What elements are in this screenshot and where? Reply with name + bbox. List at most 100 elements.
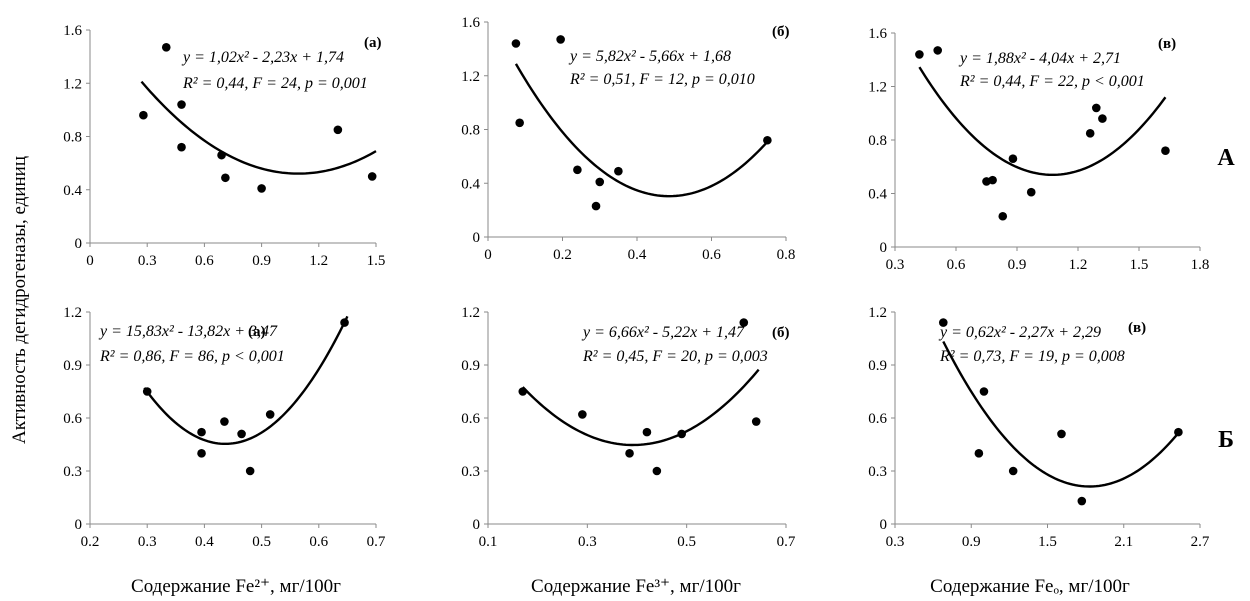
x-tick-label: 0.3	[138, 253, 157, 269]
panel-5: 00.30.60.91.20.3 0.9 1.5 2.1 2.7y = 0,62x² -…	[868, 305, 1210, 550]
y-tick-label: 1.6	[63, 23, 82, 39]
data-point	[1026, 187, 1036, 197]
y-tick-label: 0.6	[868, 411, 887, 427]
x-tick-label: 0.9	[252, 253, 271, 269]
data-point	[340, 318, 349, 327]
regression-stats: R² = 0,51, F = 12, p = 0,010	[569, 71, 755, 88]
x-tick-label: 0.7	[777, 534, 796, 550]
panel-0: 0 0.4 0.8 1.2 1.6 0 0.3 0.6 0.9 1.2 1.5 y = 1,02x² …	[63, 23, 385, 269]
x-tick-label: 0.3	[886, 257, 905, 273]
x-tick-label: 1.2	[309, 253, 328, 269]
panel-tag: (в)	[1128, 320, 1146, 336]
x-tick-label: 0.6	[195, 253, 214, 269]
x-tick-label: 0.5	[677, 534, 696, 550]
trend-curve	[942, 340, 1180, 488]
y-tick-label: 0	[880, 517, 888, 533]
y-tick-label: 0.8	[868, 133, 887, 149]
data-point	[642, 427, 652, 437]
y-tick-label: 0	[75, 517, 83, 533]
regression-stats: R² = 0,45, F = 20, p = 0,003	[582, 348, 768, 365]
y-tick-label: 0	[75, 236, 83, 252]
data-point	[177, 142, 186, 152]
x-axis-title-fe2: Содержание Fe²⁺, мг/100г	[131, 576, 341, 597]
data-point	[1008, 466, 1018, 476]
regression-equation: y = 1,88x² - 4,04x + 2,71	[958, 50, 1121, 67]
panel-4: 0 0.3 0.6 0.9 1.2 0.1 0.3 0.5 0.7 y = 6,66x² - 5,…	[461, 305, 796, 550]
panel-tag: (б)	[772, 24, 790, 40]
data-point	[998, 211, 1008, 221]
y-tick-label: 1.2	[63, 305, 82, 321]
y-tick-label: 0.3	[461, 464, 480, 480]
x-tick-label: 1.8	[1191, 257, 1210, 273]
x-tick-label: 0.9	[1008, 257, 1027, 273]
panel-tag: (в)	[1158, 36, 1176, 52]
x-tick-label: 0	[86, 253, 94, 269]
data-point	[245, 466, 255, 476]
data-point	[197, 449, 206, 458]
x-tick-label: 0.3	[138, 534, 157, 550]
data-point	[1092, 103, 1101, 113]
data-point	[1174, 427, 1183, 437]
data-point	[367, 172, 377, 181]
x-tick-label: 1.2	[1069, 257, 1088, 273]
data-point	[614, 166, 623, 176]
x-tick-label: 0.2	[81, 534, 100, 550]
data-point	[142, 387, 152, 396]
x-axis-title-fetotal: Содержание Feₒ, мг/100г	[930, 576, 1130, 597]
x-tick-label: 0.9	[962, 534, 981, 550]
y-tick-label: 0	[473, 517, 481, 533]
y-tick-label: 0.9	[868, 358, 887, 374]
data-point	[515, 118, 524, 128]
data-point	[979, 387, 989, 396]
data-point	[652, 466, 662, 476]
data-point	[974, 449, 984, 458]
panel-2: 0 0.4 0.8 1.2 1.6 0.3 0.6 0.9 1.2 1.5 1.8 y = 1,88x…	[868, 26, 1209, 273]
data-point	[1098, 114, 1107, 123]
panel-tag: (а)	[364, 35, 382, 51]
x-tick-label: 0.1	[479, 534, 498, 550]
y-tick-label: 0	[473, 230, 481, 246]
data-point	[739, 318, 749, 327]
data-point	[556, 35, 565, 44]
data-point	[591, 201, 601, 211]
regression-equation: y = 1,02x² - 2,23x + 1,74	[181, 49, 344, 66]
data-point	[573, 165, 582, 175]
x-tick-label: 0.6	[702, 247, 721, 263]
regression-stats: R² = 0,44, F = 22, p < 0,001	[959, 73, 1145, 90]
y-tick-label: 1.6	[461, 15, 480, 31]
trend-curve	[514, 63, 769, 198]
x-tick-label: 1.5	[1130, 257, 1149, 273]
regression-stats: R² = 0,73, F = 19, p = 0,008	[939, 348, 1125, 365]
x-tick-label: 1.5	[367, 253, 386, 269]
x-tick-label: 0.5	[252, 534, 271, 550]
data-point	[751, 417, 761, 426]
data-point	[938, 318, 948, 327]
y-tick-label: 0.3	[63, 464, 82, 480]
regression-equation: y = 5,82x² - 5,66x + 1,68	[568, 48, 731, 65]
data-point	[1057, 429, 1066, 439]
data-point	[595, 177, 605, 187]
data-point	[220, 417, 229, 426]
x-tick-label: 0.6	[947, 257, 966, 273]
regression-equation: y = 6,66x² - 5,22x + 1,47	[581, 324, 745, 341]
panel-1: 0 0.4 0.8 1.2 1.6 0 0.2 0.4 0.6 0.8 y = 5,82x² - 5…	[461, 15, 795, 263]
data-point	[265, 410, 275, 419]
y-tick-label: 0	[880, 240, 888, 256]
y-tick-label: 0.4	[868, 187, 887, 203]
trend-curve	[918, 66, 1167, 177]
y-tick-label: 1.2	[868, 305, 887, 321]
x-tick-label: 2.1	[1114, 534, 1133, 550]
y-tick-label: 1.6	[868, 26, 887, 42]
data-point	[217, 150, 226, 160]
x-tick-label: 0.4	[195, 534, 214, 550]
y-tick-label: 0.6	[461, 411, 480, 427]
x-tick-label: 0.3	[578, 534, 597, 550]
y-tick-label: 0.4	[461, 176, 480, 192]
x-tick-label: 2.7	[1191, 534, 1210, 550]
y-tick-label: 0.4	[63, 183, 82, 199]
data-point	[237, 429, 246, 439]
data-point	[511, 39, 521, 48]
data-point	[1085, 129, 1095, 138]
x-tick-label: 0.7	[367, 534, 386, 550]
